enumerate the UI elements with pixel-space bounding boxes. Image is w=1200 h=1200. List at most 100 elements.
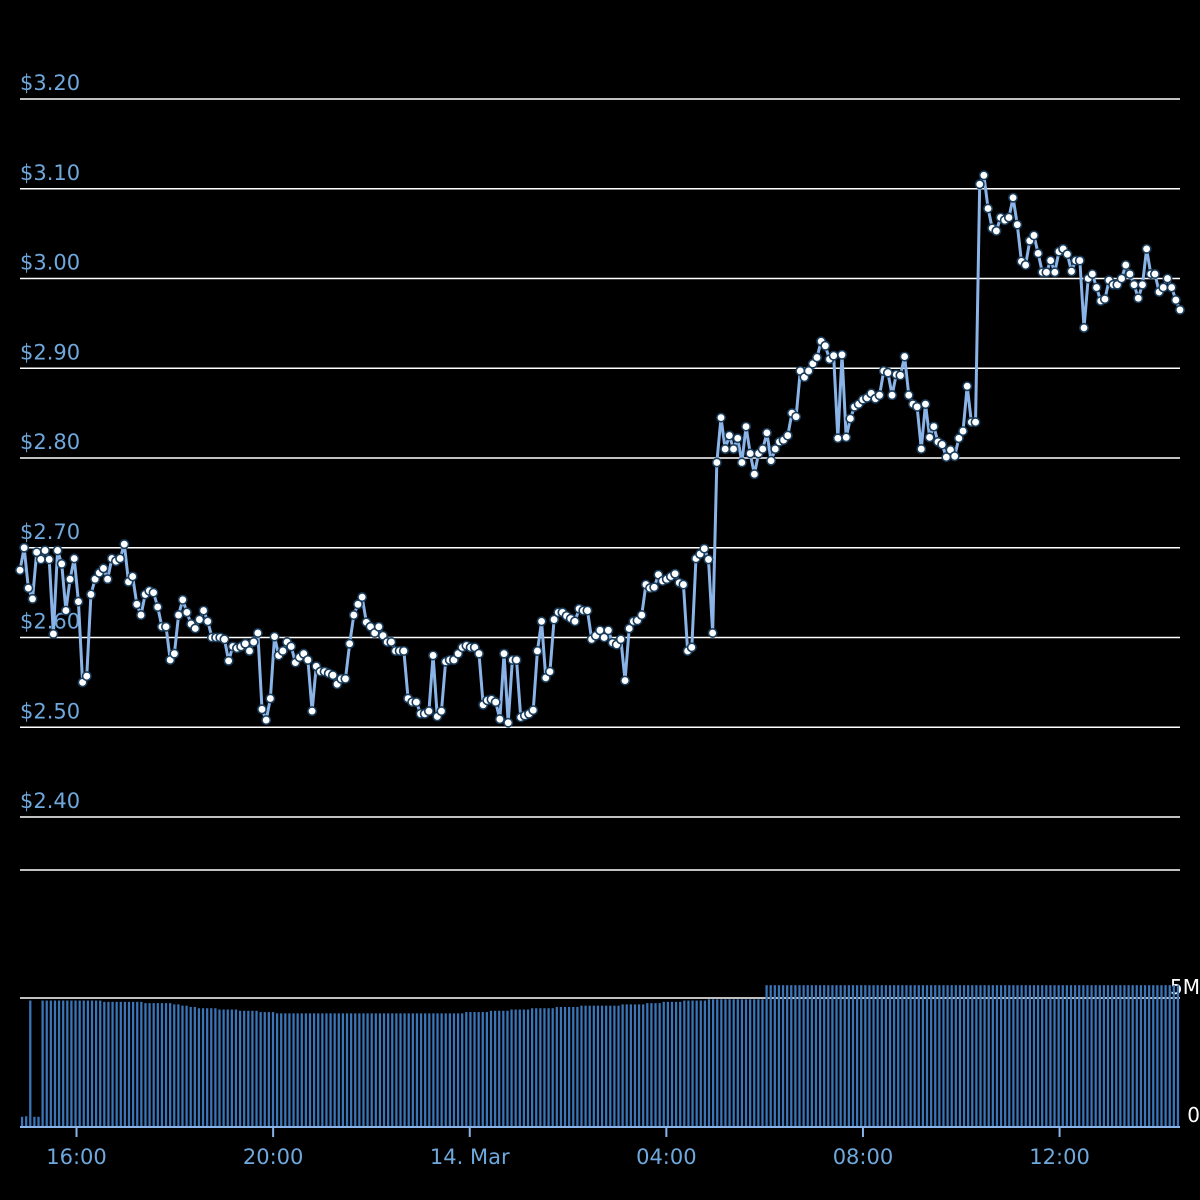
volume-bar bbox=[744, 999, 748, 1126]
price-point bbox=[711, 457, 722, 468]
volume-bar bbox=[164, 1003, 168, 1126]
volume-bar bbox=[654, 1003, 657, 1126]
price-point bbox=[198, 605, 209, 616]
volume-bar bbox=[510, 1009, 513, 1126]
price-point bbox=[1137, 279, 1148, 290]
volume-bar bbox=[1053, 985, 1056, 1126]
price-point bbox=[348, 610, 359, 621]
volume-bar bbox=[387, 1013, 390, 1126]
price-point bbox=[703, 554, 714, 565]
price-point bbox=[131, 599, 142, 610]
volume-bar bbox=[921, 985, 925, 1126]
price-point bbox=[928, 421, 939, 432]
volume-bar bbox=[621, 1004, 624, 1126]
volume-bar bbox=[711, 999, 715, 1126]
price-point bbox=[428, 650, 439, 661]
volume-bar bbox=[169, 1003, 172, 1126]
x-tick-label: 04:00 bbox=[636, 1145, 697, 1169]
price-point bbox=[749, 469, 760, 480]
price-point bbox=[181, 607, 192, 618]
price-point bbox=[716, 412, 727, 423]
price-point bbox=[423, 706, 434, 717]
volume-bar bbox=[629, 1004, 632, 1126]
volume-bar bbox=[37, 1116, 40, 1126]
volume-bar bbox=[210, 1008, 213, 1126]
volume-bar bbox=[790, 985, 793, 1126]
price-tick-label: $2.50 bbox=[20, 699, 80, 723]
volume-bar bbox=[469, 1012, 472, 1126]
price-point bbox=[119, 539, 130, 550]
volume-bar bbox=[695, 1000, 698, 1126]
volume-bar bbox=[160, 1003, 164, 1126]
price-point bbox=[782, 430, 793, 441]
price-point bbox=[194, 614, 205, 625]
price-point bbox=[511, 654, 522, 665]
price-point bbox=[1028, 230, 1039, 241]
volume-bar bbox=[938, 985, 941, 1126]
volume-bar bbox=[62, 1000, 65, 1126]
volume-bar bbox=[864, 985, 867, 1126]
price-point bbox=[620, 675, 631, 686]
volume-bar bbox=[461, 1013, 464, 1126]
volume-bar bbox=[1127, 985, 1130, 1126]
price-point bbox=[490, 697, 501, 708]
volume-bar bbox=[1008, 985, 1011, 1126]
price-point bbox=[624, 623, 635, 634]
price-point bbox=[1091, 282, 1102, 293]
price-point bbox=[791, 411, 802, 422]
volume-bar bbox=[646, 1003, 649, 1126]
volume-bar bbox=[975, 985, 978, 1126]
volume-bar bbox=[49, 1000, 52, 1126]
volume-bar bbox=[1148, 985, 1151, 1126]
volume-bar bbox=[925, 985, 929, 1126]
volume-bar bbox=[535, 1008, 538, 1126]
x-tick-label: 08:00 bbox=[833, 1145, 894, 1169]
volume-bar bbox=[481, 1012, 484, 1126]
volume-bar bbox=[670, 1001, 674, 1126]
volume-bar bbox=[559, 1006, 563, 1126]
volume-bar bbox=[407, 1013, 410, 1126]
volume-bar bbox=[399, 1013, 402, 1126]
volume-bar bbox=[1082, 985, 1085, 1126]
volume-bar bbox=[214, 1008, 217, 1126]
volume-bar bbox=[617, 1005, 620, 1126]
volume-bar bbox=[432, 1013, 435, 1126]
price-point bbox=[19, 542, 30, 553]
price-point bbox=[532, 645, 543, 656]
x-tick-label: 20:00 bbox=[243, 1145, 304, 1169]
volume-bar bbox=[226, 1009, 229, 1126]
price-point bbox=[920, 399, 931, 410]
price-point bbox=[978, 170, 989, 181]
volume-bar bbox=[41, 1000, 44, 1126]
price-point bbox=[1045, 255, 1056, 266]
price-point bbox=[757, 444, 768, 455]
price-point bbox=[953, 433, 964, 444]
volume-bar bbox=[197, 1008, 201, 1126]
volume-bar bbox=[802, 985, 805, 1126]
volume-bar bbox=[897, 985, 900, 1126]
volume-bar bbox=[720, 999, 723, 1126]
volume-bar bbox=[296, 1013, 299, 1126]
price-point bbox=[152, 601, 163, 612]
price-point bbox=[912, 401, 923, 412]
volume-bar bbox=[765, 985, 768, 1126]
volume-bar bbox=[609, 1005, 612, 1126]
volume-bar bbox=[568, 1006, 571, 1126]
volume-bar bbox=[547, 1008, 550, 1126]
price-point bbox=[732, 433, 743, 444]
volume-bar bbox=[749, 999, 752, 1126]
volume-bar bbox=[263, 1012, 266, 1126]
volume-bar bbox=[1032, 985, 1036, 1126]
price-point bbox=[895, 370, 906, 381]
price-point bbox=[745, 448, 756, 459]
price-point bbox=[1020, 260, 1031, 271]
volume-bar bbox=[592, 1005, 595, 1126]
volume-bar bbox=[514, 1009, 517, 1126]
price-point bbox=[803, 365, 814, 376]
volume-bar bbox=[436, 1013, 439, 1126]
volume-bar bbox=[987, 985, 990, 1126]
volume-bar bbox=[292, 1013, 295, 1126]
volume-bar bbox=[370, 1013, 373, 1126]
price-point bbox=[1087, 269, 1098, 280]
volume-bar bbox=[234, 1009, 238, 1126]
